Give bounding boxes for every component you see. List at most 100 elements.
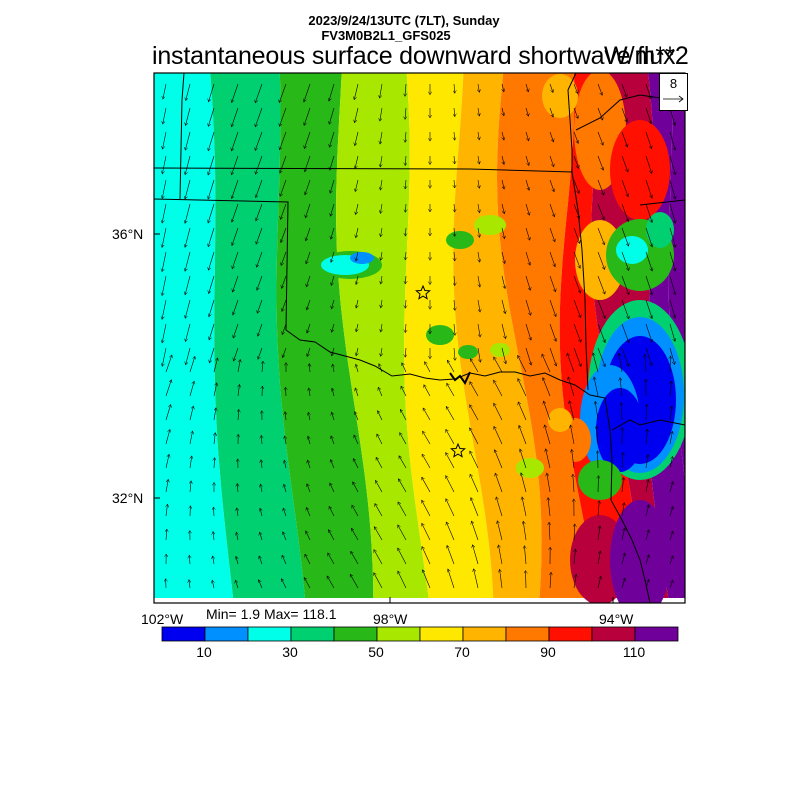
wind-arrow — [621, 528, 625, 541]
cloud-patch — [596, 388, 644, 472]
wind-arrow — [470, 474, 479, 493]
wind-arrow — [405, 251, 406, 260]
color-band — [276, 73, 374, 598]
wind-arrow — [258, 347, 263, 359]
wind-arrow — [446, 476, 455, 493]
wind-arrow — [309, 388, 310, 397]
wind-arrow — [543, 378, 551, 397]
wind-arrow — [454, 347, 455, 361]
wind-arrow — [474, 569, 479, 589]
wind-arrow — [185, 323, 191, 342]
wind-arrow — [380, 203, 382, 213]
wind-arrow — [597, 107, 603, 120]
wind-arrow — [669, 482, 673, 493]
wind-arrow — [595, 401, 599, 421]
wind-arrow — [470, 382, 479, 397]
lat-label-36n: 36°N — [112, 226, 144, 242]
wind-arrow — [645, 347, 652, 366]
wind-arrow — [573, 227, 580, 243]
wind-arrow — [283, 532, 287, 541]
colorbar-swatch — [204, 626, 249, 642]
wind-arrow — [331, 251, 335, 262]
wind-arrow — [525, 251, 530, 265]
wind-arrow — [523, 521, 527, 541]
wind-arrow — [597, 131, 603, 145]
wind-arrow — [185, 299, 191, 318]
cloud-patch — [548, 408, 572, 432]
wind-arrow — [597, 323, 605, 343]
wind-arrow — [332, 412, 335, 421]
wind-arrow — [331, 299, 335, 309]
wind-arrow — [573, 299, 581, 318]
wind-arrow — [405, 275, 406, 284]
wind-arrow — [621, 203, 628, 222]
wind-arrow — [646, 429, 648, 445]
wind-arrow — [356, 203, 359, 215]
wind-arrow — [331, 436, 335, 445]
wind-arrow — [645, 227, 652, 247]
reference-vector-box: 8 — [659, 73, 688, 111]
wind-arrow — [307, 299, 311, 310]
cloud-patch — [516, 458, 544, 478]
wind-arrow — [257, 251, 263, 267]
wind-arrow — [190, 481, 191, 493]
wind-arrow — [185, 203, 191, 223]
wind-arrow — [454, 131, 455, 140]
wind-arrow — [235, 580, 239, 589]
wind-arrow — [185, 227, 191, 247]
wind-arrow — [285, 412, 286, 421]
wind-arrow — [381, 323, 382, 332]
wind-arrow — [594, 377, 599, 397]
wind-arrow — [621, 553, 625, 565]
min-max-text: Min= 1.9 Max= 118.1 — [206, 606, 337, 622]
wind-arrow — [621, 107, 627, 122]
wind-arrow — [574, 549, 576, 565]
wind-arrow — [405, 155, 406, 166]
wind-arrow — [477, 323, 480, 337]
wind-arrow — [186, 347, 191, 365]
wind-arrow — [331, 275, 335, 285]
wind-arrow — [351, 528, 359, 541]
wind-arrow — [494, 357, 503, 373]
wind-arrow — [423, 408, 431, 421]
wind-arrow — [447, 383, 455, 397]
wind-arrow — [208, 203, 215, 223]
wind-arrow — [569, 401, 575, 421]
wind-arrow — [549, 107, 553, 117]
wind-arrow — [333, 364, 335, 373]
wind-arrow — [286, 387, 287, 397]
wind-arrow — [380, 107, 383, 121]
wind-arrow — [669, 431, 672, 445]
wind-arrow — [525, 203, 529, 215]
wind-arrow — [398, 479, 407, 493]
wind-arrow — [573, 251, 580, 268]
wind-arrow — [598, 501, 599, 517]
wind-arrow — [356, 275, 358, 285]
wind-arrow — [284, 484, 287, 493]
wind-arrow — [233, 275, 239, 292]
wind-arrow — [669, 347, 675, 365]
wind-arrow — [375, 504, 383, 517]
wind-arrow — [256, 203, 263, 221]
wind-arrow — [573, 179, 579, 193]
wind-arrow — [522, 497, 527, 517]
wind-arrow — [470, 359, 479, 373]
wind-arrow — [549, 275, 556, 292]
wind-arrow — [162, 275, 167, 296]
wind-arrow — [355, 131, 359, 146]
reference-vector-value: 8 — [669, 76, 678, 91]
wind-arrow — [355, 412, 359, 421]
wind-arrow — [381, 275, 382, 284]
wind-arrow — [309, 364, 310, 373]
wind-arrow — [597, 251, 605, 270]
wind-arrow — [525, 347, 531, 365]
wind-arrow — [645, 505, 649, 517]
colorbar-label: 50 — [368, 644, 384, 660]
lon-label-102w: 102°W — [141, 611, 184, 627]
wind-arrow — [495, 450, 503, 469]
wind-arrow — [470, 428, 479, 445]
wind-arrow — [422, 500, 431, 517]
wind-arrow — [622, 452, 623, 469]
units-label: W/m**2 — [604, 42, 689, 70]
wind-arrow — [597, 83, 602, 95]
